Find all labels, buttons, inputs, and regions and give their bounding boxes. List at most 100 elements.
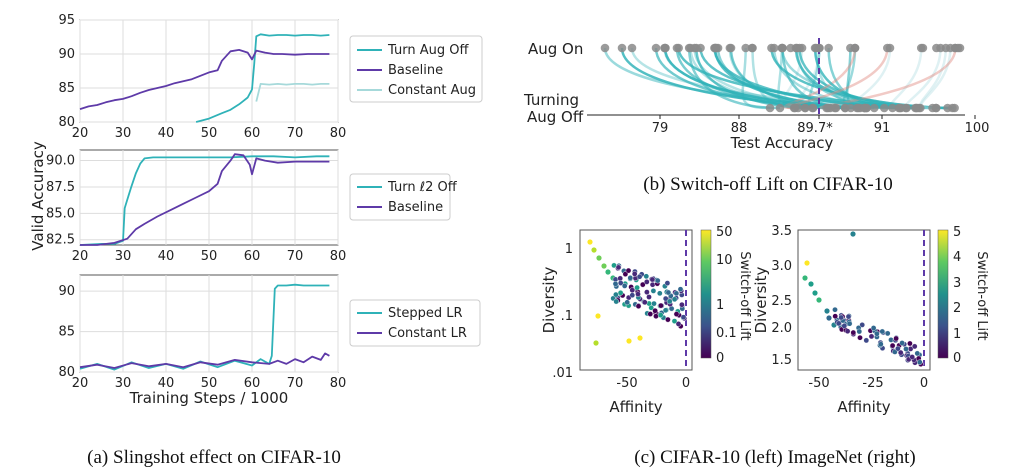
scatter-point bbox=[652, 307, 658, 314]
scatter-point bbox=[816, 297, 822, 303]
point-aug-on bbox=[661, 43, 670, 53]
ytick-label: 90 bbox=[58, 284, 75, 299]
caption-b: (b) Switch-off Lift on CIFAR-10 bbox=[643, 174, 892, 195]
scatter-point bbox=[895, 345, 901, 352]
ytick-2.0: 2.0 bbox=[771, 321, 792, 336]
ytick-0.1: .1 bbox=[561, 309, 573, 324]
cbar-tick-10: 10 bbox=[716, 253, 733, 268]
ytick-0.01: .01 bbox=[552, 366, 573, 381]
xtick-100: 100 bbox=[965, 121, 990, 136]
scatter-point bbox=[634, 284, 640, 291]
scatter-point bbox=[665, 289, 672, 296]
xtick-label: 60 bbox=[244, 376, 261, 391]
xtick-label: 70 bbox=[287, 249, 304, 264]
series-line-baseline bbox=[80, 153, 330, 246]
xtick-label: 20 bbox=[72, 376, 89, 391]
scatter-point bbox=[856, 328, 863, 335]
ytick-label: 80 bbox=[58, 115, 75, 130]
point-aug-off bbox=[800, 103, 810, 113]
xlabel-affinity: Affinity bbox=[609, 398, 662, 416]
scatter-point bbox=[615, 264, 622, 271]
cbar-tick-5: 5 bbox=[953, 225, 961, 240]
legend-stepped-lr: Stepped LR bbox=[388, 306, 463, 321]
scatter-point bbox=[649, 276, 656, 283]
xtick-label: 40 bbox=[158, 249, 175, 264]
scatter-point bbox=[635, 291, 641, 297]
point-aug-off bbox=[765, 103, 775, 113]
panel-a: 20 30 40 50 60 70 80 80 85 90 95 20 30 40 50 60 70 80 82.… bbox=[29, 13, 483, 468]
xtick-label: 50 bbox=[201, 126, 218, 141]
xtick-91: 91 bbox=[874, 121, 891, 136]
scatter-point bbox=[907, 340, 913, 347]
point-aug-on bbox=[617, 43, 627, 53]
point-aug-on bbox=[696, 43, 705, 53]
ytick-label: 87.5 bbox=[46, 180, 75, 195]
scatter-point bbox=[838, 314, 845, 321]
scatter-point bbox=[671, 296, 678, 303]
legend-constant-lr: Constant LR bbox=[388, 326, 467, 341]
legend-a-bot: Stepped LR Constant LR bbox=[349, 299, 481, 347]
series-line-turn-aug-off bbox=[195, 33, 330, 123]
series-line-baseline bbox=[79, 49, 330, 110]
scatter-point bbox=[662, 307, 669, 314]
scatter-point bbox=[644, 279, 650, 285]
scatter-point bbox=[635, 303, 642, 310]
scatter-point bbox=[664, 280, 671, 286]
point-aug-on bbox=[932, 43, 941, 53]
point-aug-on bbox=[918, 43, 928, 53]
ytick-label: 95 bbox=[58, 13, 75, 28]
point-aug-off bbox=[775, 103, 785, 113]
scatter-point bbox=[613, 298, 620, 305]
scatter-point bbox=[846, 320, 853, 327]
xtick-label: 20 bbox=[72, 249, 89, 264]
scatter-point bbox=[903, 346, 909, 352]
scatter-point bbox=[841, 323, 848, 329]
scatter-point bbox=[629, 292, 636, 299]
scatter-point bbox=[859, 322, 866, 328]
ytick-label: 80 bbox=[58, 365, 75, 380]
xtick-0: 0 bbox=[920, 376, 928, 391]
scatter-point bbox=[621, 283, 628, 289]
scatter-point bbox=[657, 312, 664, 318]
legend-a-mid: Turn ℓ2 Off Baseline bbox=[349, 173, 458, 221]
scatter-point bbox=[591, 247, 597, 253]
scatter-points bbox=[802, 231, 924, 367]
point-aug-off bbox=[931, 103, 941, 113]
scatter-point bbox=[897, 349, 904, 356]
point-aug-on bbox=[627, 43, 637, 53]
transition-curve bbox=[919, 47, 948, 110]
legend-turn-aug-off: Turn Aug Off bbox=[387, 43, 469, 58]
scatter-point bbox=[917, 359, 923, 366]
xtick-label: 30 bbox=[115, 249, 132, 264]
xtick-label: 30 bbox=[115, 126, 132, 141]
scatter-point bbox=[850, 231, 856, 237]
scatter-point bbox=[665, 316, 671, 323]
scatter-point bbox=[844, 328, 851, 335]
legend-baseline: Baseline bbox=[388, 63, 443, 78]
transition-curve bbox=[786, 47, 889, 110]
scatter-point bbox=[624, 299, 631, 306]
scatter-point bbox=[654, 277, 661, 284]
cbar-tick-0: 0 bbox=[953, 351, 961, 366]
caption-a: (a) Slingshot effect on CIFAR-10 bbox=[87, 447, 341, 468]
scatter-point bbox=[646, 294, 652, 300]
scatter-point bbox=[884, 330, 891, 337]
series-line-constant-aug bbox=[255, 83, 330, 102]
xtick-label: 80 bbox=[330, 249, 347, 264]
point-aug-off bbox=[869, 103, 879, 113]
series-line-turn-2-off bbox=[79, 155, 330, 246]
point-aug-off bbox=[902, 103, 911, 113]
point-aug-off bbox=[808, 103, 817, 113]
scatter-point bbox=[879, 328, 886, 335]
ytick-1.5: 1.5 bbox=[771, 353, 792, 368]
xtick-0: 0 bbox=[682, 376, 690, 391]
scatter-point bbox=[850, 329, 857, 336]
scatter-point bbox=[675, 321, 682, 327]
cbar-tick-2: 2 bbox=[953, 301, 961, 316]
point-aug-on bbox=[850, 43, 860, 53]
point-aug-off bbox=[879, 103, 889, 113]
ylabel-diversity: Diversity bbox=[752, 267, 770, 334]
scatter-point bbox=[647, 311, 654, 317]
point-aug-off bbox=[852, 103, 862, 113]
